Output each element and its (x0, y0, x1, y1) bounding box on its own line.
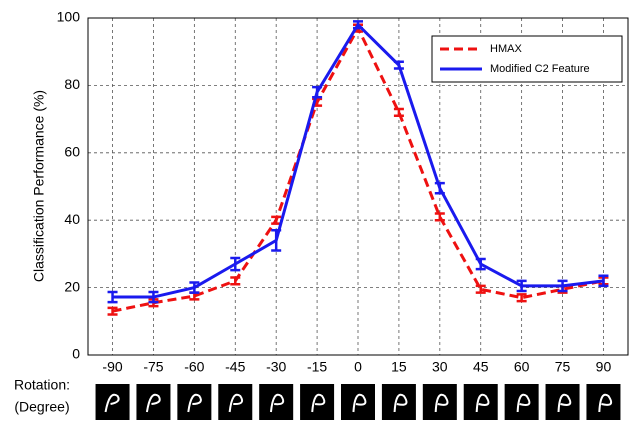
legend-label: HMAX (490, 43, 522, 55)
x-tick-label: 30 (432, 359, 448, 375)
y-tick-label: 20 (64, 278, 80, 294)
thumbnail-bg (505, 384, 539, 420)
thumbnail (464, 384, 498, 420)
error-bar (435, 213, 445, 220)
x-tick-label: -75 (143, 359, 163, 375)
thumbnail (423, 384, 457, 420)
thumbnail (177, 384, 211, 420)
thumbnail-bg (586, 384, 620, 420)
x-tick-label: -60 (184, 359, 204, 375)
x-tick-label: 45 (473, 359, 489, 375)
thumbnail (96, 384, 130, 420)
thumbnail-bg (259, 384, 293, 420)
y-tick-label: 0 (72, 346, 80, 362)
thumbnail-bg (341, 384, 375, 420)
x-tick-label: -90 (102, 359, 122, 375)
y-tick-label: 40 (64, 211, 80, 227)
error-bar (394, 62, 404, 69)
x-tick-label: 15 (391, 359, 407, 375)
thumbnail (546, 384, 580, 420)
thumbnail-bg (464, 384, 498, 420)
legend: HMAX Modified C2 Feature (432, 36, 622, 82)
thumbnail-bg (546, 384, 580, 420)
thumbnail (382, 384, 416, 420)
chart: Classification Performance (%) Rotation:… (0, 0, 631, 425)
thumbnail-bg (177, 384, 211, 420)
legend-label: Modified C2 Feature (490, 63, 590, 75)
thumbnail (586, 384, 620, 420)
x-tick-label: 75 (555, 359, 571, 375)
x-tick-label: -45 (225, 359, 245, 375)
thumbnail-bg (136, 384, 170, 420)
legend-box (432, 36, 622, 82)
thumbnail (505, 384, 539, 420)
error-bar (230, 258, 240, 270)
thumbnail (259, 384, 293, 420)
y-tick-label: 60 (64, 144, 80, 160)
x-tick-label: 60 (514, 359, 530, 375)
y-tick-label: 100 (57, 9, 81, 25)
y-axis-label: Classification Performance (%) (31, 90, 47, 282)
thumbnail-bg (423, 384, 457, 420)
y-tick-label: 80 (64, 76, 80, 92)
error-bar (230, 277, 240, 284)
x-tick-label: -30 (266, 359, 286, 375)
x-tick-label: 90 (596, 359, 612, 375)
thumbnail (341, 384, 375, 420)
x-tick-label: 0 (354, 359, 362, 375)
thumbnail-bg (300, 384, 334, 420)
thumbnail (300, 384, 334, 420)
thumbnail-bg (96, 384, 130, 420)
x-axis-label: Rotation: (14, 377, 70, 393)
thumbnail (136, 384, 170, 420)
thumbnail-bg (218, 384, 252, 420)
x-axis-label: (Degree) (14, 399, 69, 415)
thumbnail-bg (382, 384, 416, 420)
error-bar (394, 109, 404, 116)
x-tick-label: -15 (307, 359, 327, 375)
thumbnail (218, 384, 252, 420)
